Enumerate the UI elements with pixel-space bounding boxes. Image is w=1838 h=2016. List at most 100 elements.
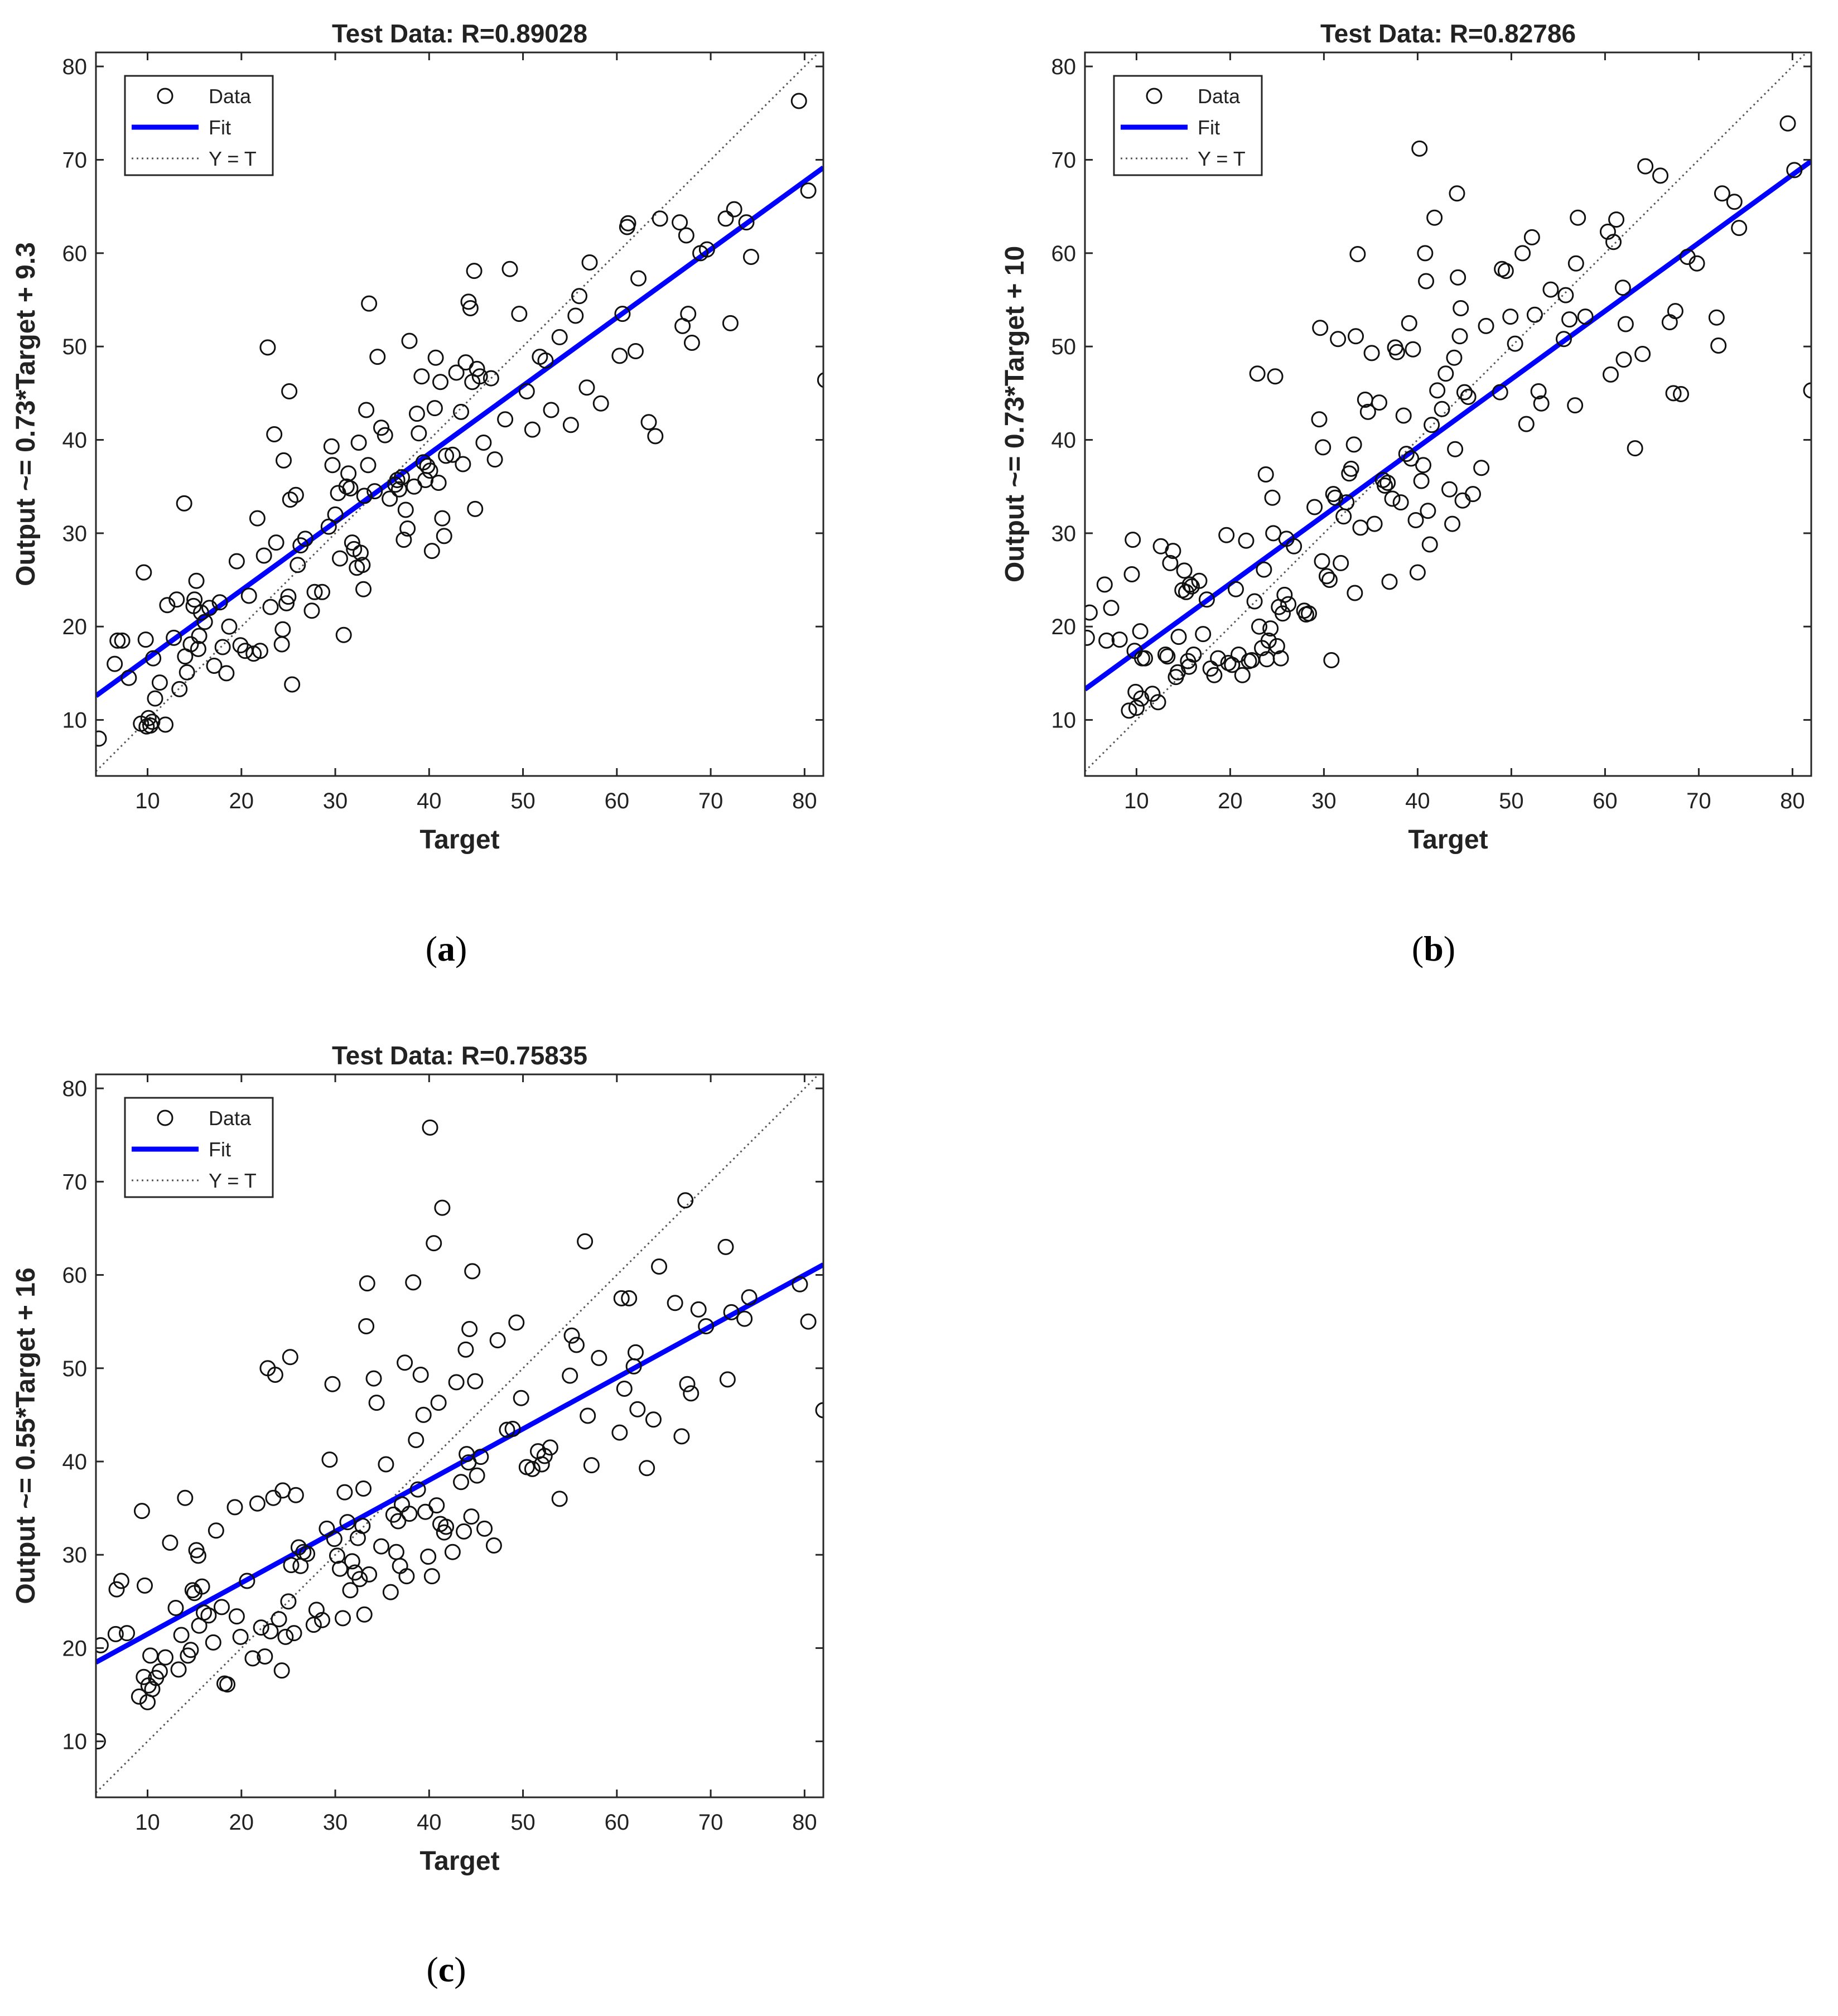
y-tick-label: 40: [62, 428, 88, 453]
data-point: [280, 589, 297, 605]
data-point: [438, 447, 455, 464]
data-point: [683, 1385, 699, 1402]
data-point: [1478, 317, 1494, 334]
data-point: [790, 93, 807, 109]
data-point: [136, 1668, 152, 1685]
data-point: [335, 1610, 351, 1627]
data-point: [1465, 486, 1482, 503]
data-point: [568, 1337, 585, 1353]
data-point: [366, 483, 383, 500]
data-point: [1218, 527, 1235, 543]
data-point: [592, 395, 609, 412]
data-point: [427, 349, 444, 366]
data-point: [1257, 466, 1274, 483]
identity-line: [1085, 52, 1808, 772]
data-point: [1415, 457, 1431, 474]
data-point: [390, 481, 407, 498]
data-point: [462, 300, 479, 317]
data-point: [133, 1503, 150, 1520]
data-point: [651, 1258, 668, 1275]
data-point: [397, 1354, 413, 1371]
data-point: [1453, 300, 1469, 317]
data-point: [1577, 308, 1594, 325]
data-point: [211, 594, 228, 611]
data-point: [580, 1407, 596, 1424]
data-point: [1234, 667, 1251, 683]
data-point: [377, 427, 393, 443]
data-point: [168, 591, 185, 608]
data-point: [354, 557, 371, 573]
data-point: [397, 501, 414, 518]
data-point: [1530, 383, 1547, 399]
data-point: [323, 438, 340, 455]
data-point: [1708, 309, 1725, 326]
data-point: [683, 334, 700, 351]
data-point: [497, 411, 514, 428]
data-point: [1507, 335, 1523, 352]
legend: Data Fit Y = T: [124, 75, 274, 176]
y-tick-label: 20: [62, 1636, 88, 1661]
data-point: [1451, 328, 1468, 345]
data-point: [436, 528, 452, 544]
data-point: [1599, 223, 1616, 240]
data-point: [453, 403, 470, 420]
data-point: [1327, 489, 1344, 506]
data-point: [1306, 499, 1323, 515]
y-tick-label: 10: [62, 1730, 88, 1754]
x-tick-label: 30: [323, 789, 348, 813]
data-point: [1210, 650, 1227, 667]
data-point: [1557, 287, 1574, 303]
data-point: [401, 332, 418, 349]
data-point: [467, 500, 484, 517]
data-point: [221, 618, 238, 635]
data-point: [1345, 436, 1362, 453]
data-point: [151, 1663, 168, 1680]
data-point: [303, 602, 320, 619]
x-tick-label: 50: [510, 789, 536, 813]
data-point: [428, 1497, 445, 1514]
data-point: [96, 1637, 109, 1653]
data-point: [645, 1411, 662, 1428]
data-point: [611, 1424, 628, 1441]
y-tick-label: 20: [62, 615, 88, 639]
data-point: [722, 315, 739, 331]
fit-line: [1085, 159, 1811, 692]
data-point: [455, 456, 471, 472]
data-point: [394, 469, 411, 485]
data-point: [1251, 618, 1267, 635]
data-point: [698, 241, 715, 258]
data-point: [283, 1557, 300, 1574]
data-point: [244, 1650, 261, 1667]
x-tick-label: 20: [1218, 789, 1243, 813]
y-tick-label: 10: [1051, 708, 1077, 733]
data-point: [395, 532, 412, 548]
data-point: [627, 1344, 644, 1361]
data-point: [457, 1341, 474, 1358]
data-point: [350, 435, 367, 451]
data-point: [239, 1573, 255, 1589]
data-point: [1398, 446, 1415, 462]
data-point: [281, 383, 298, 399]
legend-label: Data: [209, 1107, 252, 1130]
data-point: [1421, 536, 1438, 553]
x-tick-label: 10: [135, 1810, 160, 1835]
data-point: [726, 201, 742, 218]
caption-letter: a: [437, 929, 455, 968]
data-point: [1446, 349, 1463, 366]
data-point: [1450, 269, 1466, 286]
data-point: [1567, 255, 1584, 272]
data-point: [1349, 245, 1366, 262]
y-tick-label: 30: [62, 1543, 88, 1568]
data-point: [342, 1582, 359, 1599]
legend-data-marker: [157, 88, 173, 104]
data-point: [567, 307, 584, 324]
data-point: [467, 1373, 484, 1390]
data-point: [1426, 209, 1443, 226]
data-point: [213, 1599, 230, 1615]
data-point: [578, 379, 595, 396]
data-point: [171, 681, 188, 697]
y-tick-label: 80: [62, 55, 88, 79]
data-point: [1388, 344, 1405, 360]
y-tick-label: 80: [62, 1077, 88, 1101]
